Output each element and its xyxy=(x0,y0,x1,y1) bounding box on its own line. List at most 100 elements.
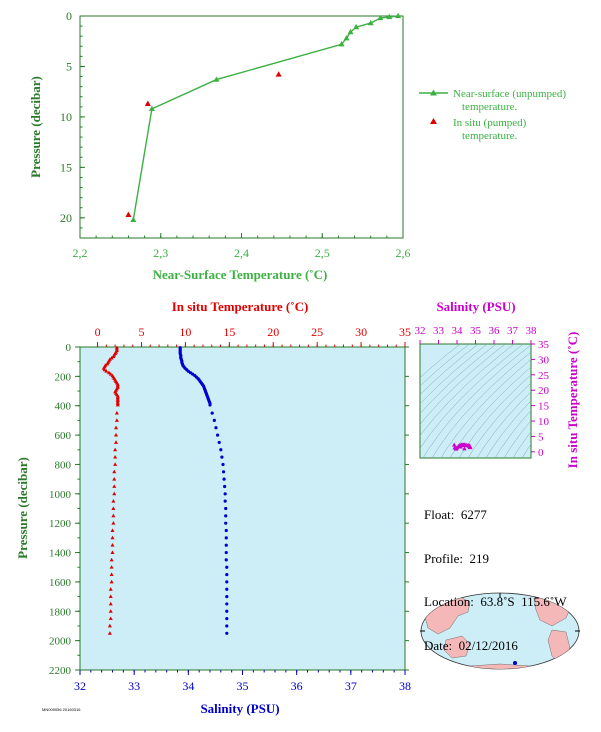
profile-bottom-xlabel: Salinity (PSU) xyxy=(200,701,279,716)
pressure-tick-label: 600 xyxy=(55,430,72,442)
ts-y-tick-label: 25 xyxy=(538,370,550,382)
salinity-point xyxy=(225,602,229,606)
near-surface-legend: Near-surface (unpumped) temperature. In … xyxy=(419,88,566,142)
insitu-point xyxy=(275,71,282,77)
top-x-tick-label: 2,3 xyxy=(153,246,168,260)
salinity-point xyxy=(224,550,228,555)
temperature-point xyxy=(111,513,116,518)
temp-top-tick-label: 0 xyxy=(95,325,101,339)
salinity-point xyxy=(225,631,229,635)
ts-contour-line xyxy=(503,420,531,458)
salinity-point xyxy=(214,426,218,430)
ts-ylabel: In situ Temperature (˚C) xyxy=(565,332,580,469)
near-surface-xlabel: Near-Surface Temperature (˚C) xyxy=(153,267,328,282)
salinity-point xyxy=(224,543,228,547)
legend-insitu-label-1: In situ (pumped) xyxy=(453,117,527,129)
ts-contour-line xyxy=(440,359,531,458)
near-surface-point xyxy=(347,28,354,35)
temperature-point xyxy=(111,506,116,510)
ts-y-tick-label: 0 xyxy=(538,447,544,459)
profile-value: 219 xyxy=(469,550,490,566)
temperature-point xyxy=(110,543,115,547)
ts-axes: 32 33 34 35 36 37 38 0 5 10 15 20 25 30 35 xyxy=(415,325,550,459)
temperature-point xyxy=(114,410,119,415)
pressure-tick-label: 1000 xyxy=(49,489,72,501)
temp-top-tick-label: 35 xyxy=(399,325,411,339)
salinity-point xyxy=(225,587,229,591)
temp-top-tick-label: 30 xyxy=(355,325,367,339)
salinity-point xyxy=(208,403,212,407)
salinity-point xyxy=(225,565,229,569)
temperature-point xyxy=(109,565,114,569)
salinity-point xyxy=(225,617,229,621)
temp-top-tick-label: 5 xyxy=(138,325,144,339)
legend-surface-label-1: Near-surface (unpumped) xyxy=(453,88,566,100)
salinity-point xyxy=(212,418,216,423)
ts-contour-line xyxy=(512,431,531,458)
top-x-tick-label: 2,2 xyxy=(73,246,88,260)
ts-x-tick-label: 36 xyxy=(489,325,501,337)
ts-x-tick-label: 34 xyxy=(452,325,464,337)
temperature-point xyxy=(108,594,113,599)
ts-xlabel: Salinity (PSU) xyxy=(436,299,515,314)
legend-insitu-marker xyxy=(430,118,437,124)
temperature-point xyxy=(108,601,113,606)
near-surface-marks xyxy=(125,12,402,222)
near-surface-ylabel: Pressure (decibar) xyxy=(28,76,43,178)
ts-contour-line xyxy=(431,351,531,458)
ts-contour-line xyxy=(420,344,479,396)
near-surface-point xyxy=(395,12,402,19)
ts-x-tick-label: 35 xyxy=(470,325,482,337)
salinity-point xyxy=(224,514,228,518)
ts-contour-line xyxy=(485,400,531,458)
temperature-point xyxy=(111,498,116,503)
pressure-tick-label: 1800 xyxy=(49,606,72,618)
top-x-tick-label: 2,6 xyxy=(396,246,411,260)
sal-bottom-tick-label: 35 xyxy=(237,679,249,693)
ts-contour-line xyxy=(467,382,531,458)
ts-contour-line xyxy=(521,443,531,458)
pressure-tick-label: 1400 xyxy=(49,548,72,560)
salinity-point xyxy=(224,528,228,533)
legend-surface-label-2: temperature. xyxy=(462,101,518,113)
temperature-point xyxy=(110,550,115,554)
near-surface-point xyxy=(148,105,155,111)
salinity-point xyxy=(225,624,229,628)
temperature-point xyxy=(104,369,109,373)
map-float-location-marker xyxy=(513,661,517,665)
profile-chart: 0 5 10 15 20 25 30 35 32 33 34 35 36 37 38 0 200 400 600 80… xyxy=(15,299,411,716)
near-surface-chart: 2,2 2,3 2,4 2,5 2,6 0 5 10 15 20 Near-Surface Tem… xyxy=(28,9,411,282)
near-surface-point xyxy=(130,216,137,222)
salinity-point xyxy=(215,433,220,437)
temperature-point xyxy=(112,476,117,481)
temperature-point xyxy=(109,572,114,577)
top-y-tick-label: 15 xyxy=(60,160,72,174)
ts-y-tick-label: 20 xyxy=(538,385,550,397)
ts-x-tick-label: 32 xyxy=(415,325,426,337)
profile-marks xyxy=(101,345,229,635)
ts-contour-line xyxy=(420,344,524,449)
ts-marks xyxy=(451,442,473,451)
temperature-point xyxy=(111,521,116,525)
near-surface-point xyxy=(213,76,220,82)
salinity-point xyxy=(225,594,229,599)
ts-y-tick-label: 10 xyxy=(538,416,550,428)
top-x-tick-label: 2,5 xyxy=(315,246,330,260)
temp-top-tick-label: 15 xyxy=(223,325,235,339)
salinity-point xyxy=(217,440,221,445)
legend-surface-marker xyxy=(430,89,437,96)
temperature-point xyxy=(112,469,117,474)
ts-contour-line xyxy=(420,344,470,387)
ts-y-tick-label: 15 xyxy=(538,401,550,413)
top-x-tick-label: 2,4 xyxy=(234,246,249,260)
ts-contour-line xyxy=(420,344,515,437)
footer-code: MN009056 20160316 xyxy=(42,707,81,712)
temperature-point xyxy=(111,354,116,358)
ts-contour-line xyxy=(422,344,531,458)
near-surface-axes: 2,2 2,3 2,4 2,5 2,6 0 5 10 15 20 xyxy=(60,9,411,260)
float-info: Float: 6277 Profile: 219 Location: 63.8˚… xyxy=(424,479,567,668)
ts-point xyxy=(467,445,473,450)
float-label: Float: xyxy=(424,507,455,522)
ts-y-tick-label: 30 xyxy=(538,354,550,366)
temperature-point xyxy=(114,418,119,422)
